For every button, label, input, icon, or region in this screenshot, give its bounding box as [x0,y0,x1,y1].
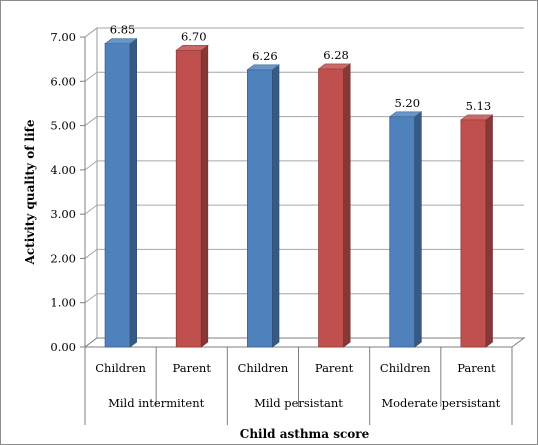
data-label: 5.20 [394,96,420,110]
bar-front [389,116,416,348]
bar [104,38,138,348]
bar-side [129,38,137,348]
x-category-label: Children [380,361,431,375]
bar [246,64,280,348]
x-category-label: Parent [457,361,496,375]
bar-side [343,63,351,348]
bar-top [460,114,494,121]
plot-walls [83,27,526,348]
y-tick-label: 1.00 [50,296,76,310]
x-category-label: Children [95,361,146,375]
data-label: 6.26 [252,49,278,63]
bar-side [485,114,493,348]
x-axis: Children Parent Children Parent Children Pare… [84,347,513,425]
x-group-label: Mild persistant [254,396,343,410]
bar-top [175,45,209,51]
x-category-label: Children [238,361,289,375]
y-axis-title: Activity quality of life [23,119,37,265]
data-label: 5.13 [466,99,492,113]
bar-side [414,111,422,348]
bar [317,63,352,348]
y-axis-ticks: 0.00 1.00 2.00 3.00 4.00 5.00 6.00 7.00 [50,30,86,354]
gridline-slant [84,160,98,171]
data-label: 6.70 [181,29,207,43]
gridline-slant [84,116,98,126]
y-tick-label: 7.00 [50,30,76,44]
y-tick-label: 4.00 [50,163,76,177]
x-category-label: Parent [315,361,354,375]
bar-front [460,119,487,348]
bar-top [104,38,138,44]
gridlines [84,27,524,304]
bar-front [104,43,131,348]
gridline-slant [84,293,98,304]
bar [388,111,423,348]
bar-top [388,111,423,118]
y-tick-label: 0.00 [50,340,76,354]
gridline-slant [84,249,98,259]
x-group-label: Mild intermitent [108,396,205,410]
bar-front [175,49,202,348]
gridline-slant [84,204,98,215]
x-axis-title: Child asthma score [240,427,370,441]
side-wall [84,27,98,348]
y-tick-label: 2.00 [50,251,76,265]
bar-top [246,64,280,71]
bar-side [200,44,209,348]
bar-front [247,69,273,348]
gridline-slant [84,27,98,38]
bars [104,38,494,348]
bar [175,44,209,348]
y-tick-label: 3.00 [50,207,76,221]
x-group-label: Moderate persistant [381,396,500,410]
floor [83,337,526,348]
y-tick-label: 6.00 [50,74,76,88]
bar-side [272,64,280,348]
bar [460,114,494,348]
bar-front [318,68,344,348]
x-category-label: Parent [173,361,212,375]
data-label: 6.28 [323,48,349,62]
data-labels: 6.85 6.70 6.26 6.28 5.20 5.13 [110,23,491,113]
back-wall [97,28,524,338]
y-tick-label: 5.00 [50,119,76,133]
gridline-slant [84,71,98,82]
data-label: 6.85 [110,23,136,37]
bar-top [317,63,352,70]
